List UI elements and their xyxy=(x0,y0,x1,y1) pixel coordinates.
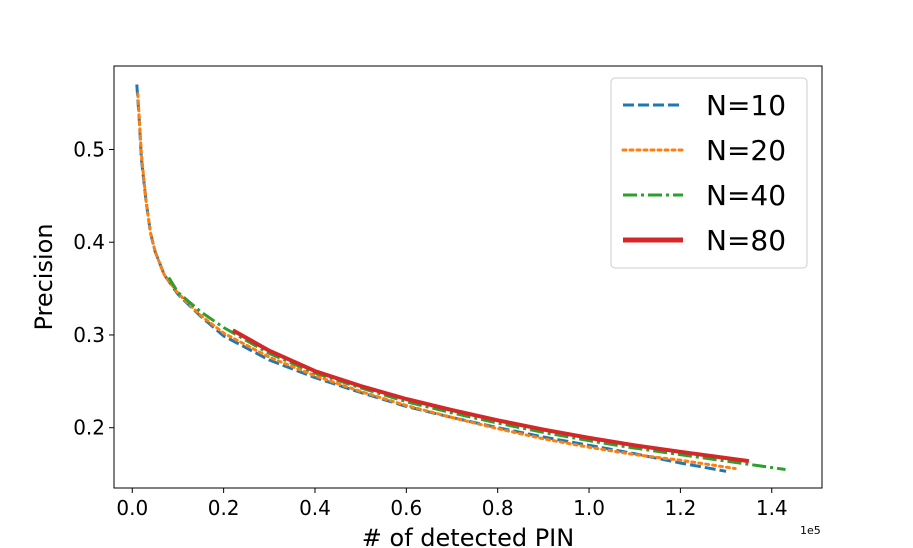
x-tick-label: 0.4 xyxy=(299,496,331,520)
x-tick-label: 1.4 xyxy=(756,496,788,520)
y-tick-label: 0.5 xyxy=(73,137,105,161)
series-line-3 xyxy=(167,276,786,471)
y-tick-label: 0.3 xyxy=(73,323,105,347)
legend-box xyxy=(610,77,808,269)
x-tick-label: 0.2 xyxy=(208,496,240,520)
series-lines xyxy=(135,84,786,473)
x-tick-label: 1.2 xyxy=(664,496,696,520)
x-tick-label: 0.0 xyxy=(116,496,148,520)
plot-frame xyxy=(113,65,823,489)
axis-ticks: 0.0 0.2 0.4 0.6 0.8 1.0 1.2 1.4 0.2 0.3 0.4 0.5 xyxy=(73,137,787,520)
legend-label-4: N=80 xyxy=(706,224,786,257)
x-axis-label: # of detected PIN xyxy=(362,524,574,548)
x-tick-label: 1.0 xyxy=(573,496,605,520)
legend: N=10 N=20 N=40 N=80 xyxy=(610,77,808,269)
y-tick-label: 0.4 xyxy=(73,230,105,254)
series-line-2 xyxy=(136,92,737,470)
legend-label-1: N=10 xyxy=(706,89,786,122)
legend-label-2: N=20 xyxy=(706,134,786,167)
x-tick-label: 0.6 xyxy=(390,496,422,520)
legend-label-3: N=40 xyxy=(706,179,786,212)
series-line-4 xyxy=(231,328,750,464)
x-tick-label: 0.8 xyxy=(482,496,514,520)
y-axis-label: Precision xyxy=(30,223,58,330)
x-offset-label: 1e5 xyxy=(800,524,821,537)
y-tick-label: 0.2 xyxy=(73,416,105,440)
